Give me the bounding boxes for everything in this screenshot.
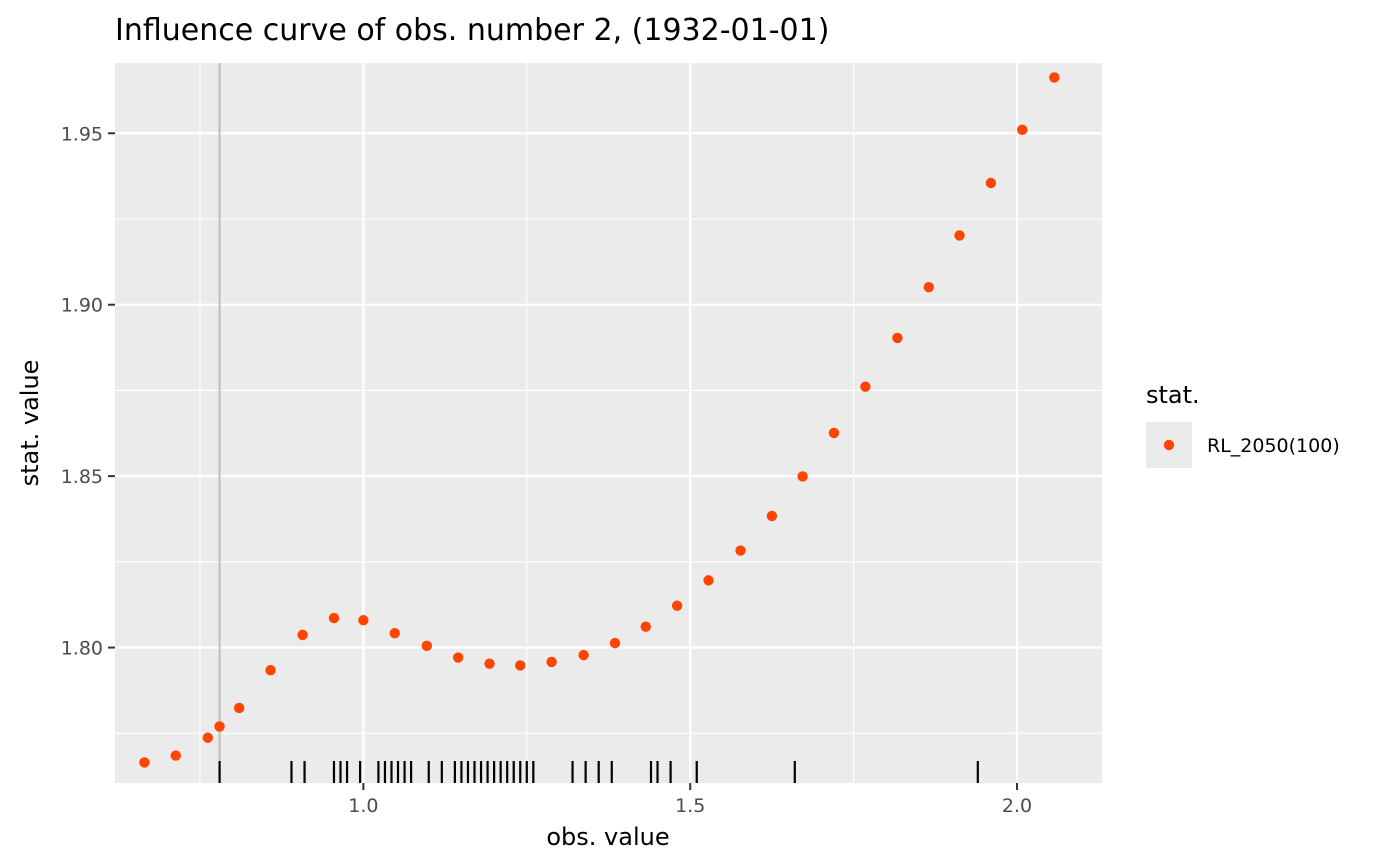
- legend-point: [1163, 439, 1175, 451]
- chart-title: Influence curve of obs. number 2, (1932-…: [115, 13, 829, 48]
- minor-gridlines: [115, 63, 1102, 783]
- x-tick-label: 2.0: [1002, 795, 1032, 817]
- data-point: [703, 575, 714, 586]
- rug-marks: [218, 761, 979, 783]
- data-point: [358, 614, 369, 626]
- legend-title: stat.: [1146, 381, 1200, 409]
- data-point: [484, 658, 495, 669]
- y-tick-label: 1.85: [61, 466, 103, 488]
- data-point: [389, 627, 400, 639]
- y-axis-ticks: 1.80 1.85 1.90 1.95: [61, 123, 115, 660]
- data-point: [452, 652, 464, 663]
- data-point: [578, 649, 589, 661]
- data-point: [766, 510, 778, 522]
- x-axis-title: obs. value: [546, 823, 669, 851]
- legend: stat. RL_2050(100): [1146, 381, 1340, 468]
- y-axis-title: stat. value: [16, 360, 44, 487]
- data-point: [735, 545, 746, 556]
- data-point: [265, 665, 276, 676]
- data-point: [640, 621, 651, 632]
- data-point: [671, 600, 683, 611]
- data-point: [609, 637, 621, 649]
- data-point: [421, 640, 432, 652]
- y-tick-label: 1.95: [61, 123, 103, 145]
- data-point: [860, 381, 871, 392]
- data-point: [954, 230, 965, 241]
- legend-label: RL_2050(100): [1207, 435, 1340, 457]
- data-point: [1017, 124, 1028, 136]
- data-point: [985, 177, 997, 189]
- plot-panel: [115, 63, 1102, 783]
- data-point: [828, 427, 840, 439]
- data-point: [797, 471, 808, 482]
- data-point: [1049, 72, 1060, 83]
- data-point: [328, 612, 340, 624]
- data-point: [923, 282, 934, 293]
- data-point: [297, 629, 308, 641]
- data-point: [546, 656, 557, 668]
- data-point: [170, 750, 181, 761]
- y-tick-label: 1.90: [61, 295, 103, 317]
- major-gridlines: [115, 63, 1102, 783]
- x-tick-label: 1.0: [348, 795, 378, 817]
- data-point: [892, 332, 903, 344]
- data-point: [202, 732, 214, 743]
- data-point: [139, 757, 150, 768]
- data-point: [515, 660, 526, 671]
- x-axis-ticks: 1.0 1.5 2.0: [348, 783, 1032, 817]
- data-point: [214, 721, 225, 732]
- x-tick-label: 1.5: [675, 795, 705, 817]
- y-tick-label: 1.80: [61, 638, 103, 660]
- data-points: [139, 72, 1060, 768]
- data-point: [233, 702, 245, 714]
